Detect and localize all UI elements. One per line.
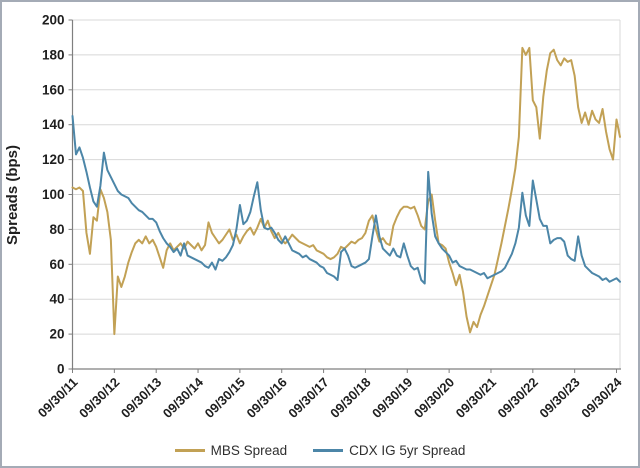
mbs-spread-line-swatch bbox=[174, 449, 205, 452]
svg-text:09/30/11: 09/30/11 bbox=[35, 375, 81, 421]
svg-text:09/30/23: 09/30/23 bbox=[536, 375, 582, 421]
svg-text:200: 200 bbox=[42, 13, 65, 28]
svg-text:120: 120 bbox=[42, 152, 65, 167]
legend-label-cdx-ig: CDX IG 5yr Spread bbox=[349, 443, 466, 458]
cdx-ig-line-swatch bbox=[313, 449, 344, 452]
svg-text:09/30/15: 09/30/15 bbox=[202, 375, 248, 421]
svg-text:09/30/17: 09/30/17 bbox=[285, 375, 331, 421]
svg-text:40: 40 bbox=[49, 292, 64, 307]
svg-text:09/30/22: 09/30/22 bbox=[495, 375, 541, 421]
svg-text:60: 60 bbox=[49, 257, 64, 272]
svg-text:09/30/14: 09/30/14 bbox=[160, 374, 207, 421]
axes bbox=[68, 19, 621, 373]
svg-text:180: 180 bbox=[42, 47, 65, 62]
svg-text:80: 80 bbox=[49, 222, 64, 237]
legend-item-mbs-spread: MBS Spread bbox=[174, 443, 288, 458]
svg-text:09/30/18: 09/30/18 bbox=[327, 375, 373, 421]
svg-text:140: 140 bbox=[42, 117, 65, 132]
legend-label-mbs-spread: MBS Spread bbox=[210, 443, 288, 458]
svg-text:20: 20 bbox=[49, 327, 64, 342]
svg-text:09/30/21: 09/30/21 bbox=[453, 375, 499, 421]
gridlines bbox=[72, 19, 621, 369]
svg-text:09/30/19: 09/30/19 bbox=[369, 375, 415, 421]
svg-text:160: 160 bbox=[42, 82, 65, 97]
svg-text:09/30/13: 09/30/13 bbox=[118, 375, 164, 421]
svg-text:0: 0 bbox=[57, 362, 65, 377]
svg-text:100: 100 bbox=[42, 187, 65, 202]
axis-tick-labels: 02040608010012014016018020009/30/1109/30… bbox=[35, 13, 625, 421]
legend-item-cdx-ig: CDX IG 5yr Spread bbox=[313, 443, 465, 458]
svg-text:09/30/24: 09/30/24 bbox=[578, 374, 625, 421]
svg-text:09/30/16: 09/30/16 bbox=[243, 375, 289, 421]
data-series-lines bbox=[71, 46, 621, 336]
legend: MBS Spread CDX IG 5yr Spread bbox=[2, 443, 638, 458]
y-axis-title: Spreads (bps) bbox=[4, 145, 21, 245]
svg-text:09/30/20: 09/30/20 bbox=[411, 375, 457, 421]
svg-text:09/30/12: 09/30/12 bbox=[76, 375, 122, 421]
